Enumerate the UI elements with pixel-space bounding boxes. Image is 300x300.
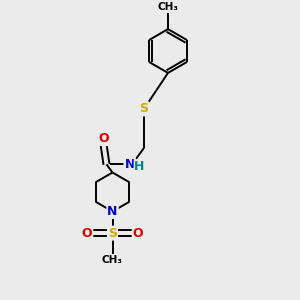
Text: S: S	[108, 226, 117, 240]
Text: N: N	[107, 205, 118, 218]
Text: O: O	[98, 132, 109, 145]
Text: CH₃: CH₃	[102, 255, 123, 265]
Text: O: O	[133, 226, 143, 240]
Text: S: S	[140, 102, 148, 116]
Text: CH₃: CH₃	[158, 2, 178, 12]
Text: N: N	[124, 158, 135, 171]
Text: H: H	[134, 160, 145, 173]
Text: O: O	[82, 226, 92, 240]
